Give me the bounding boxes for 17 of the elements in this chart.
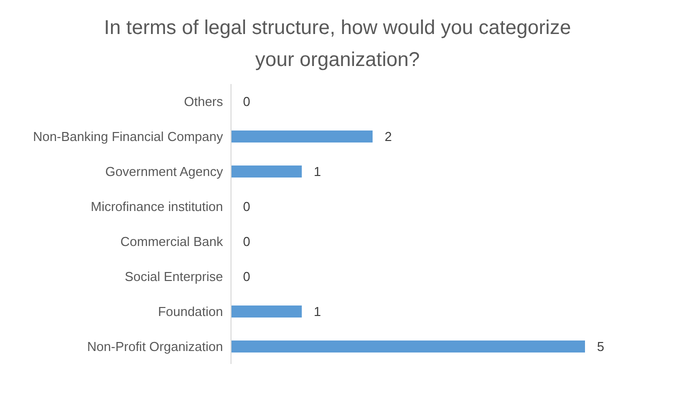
chart-title: In terms of legal structure, how would you categorize your organization? bbox=[103, 16, 572, 73]
data-label: 0 bbox=[243, 199, 250, 214]
y-tick-label: Government Agency bbox=[105, 164, 224, 180]
data-label: 0 bbox=[243, 269, 250, 284]
y-tick-label: Social Enterprise bbox=[124, 269, 223, 284]
data-label: 0 bbox=[243, 94, 250, 110]
y-tick-label: Microfinance institution bbox=[90, 199, 223, 214]
data-label: 2 bbox=[384, 129, 392, 144]
data-label: 5 bbox=[597, 339, 604, 354]
y-tick-label: Foundation bbox=[158, 304, 223, 320]
y-tick-label: Others bbox=[184, 94, 224, 110]
y-tick-label: Non-Banking Financial Company bbox=[32, 129, 224, 144]
data-label: 0 bbox=[243, 234, 250, 250]
y-tick-label: Non-Profit Organization bbox=[87, 339, 223, 354]
y-tick-label: Commercial Bank bbox=[120, 234, 224, 250]
data-label: 1 bbox=[314, 164, 322, 180]
data-label: 1 bbox=[314, 304, 322, 320]
